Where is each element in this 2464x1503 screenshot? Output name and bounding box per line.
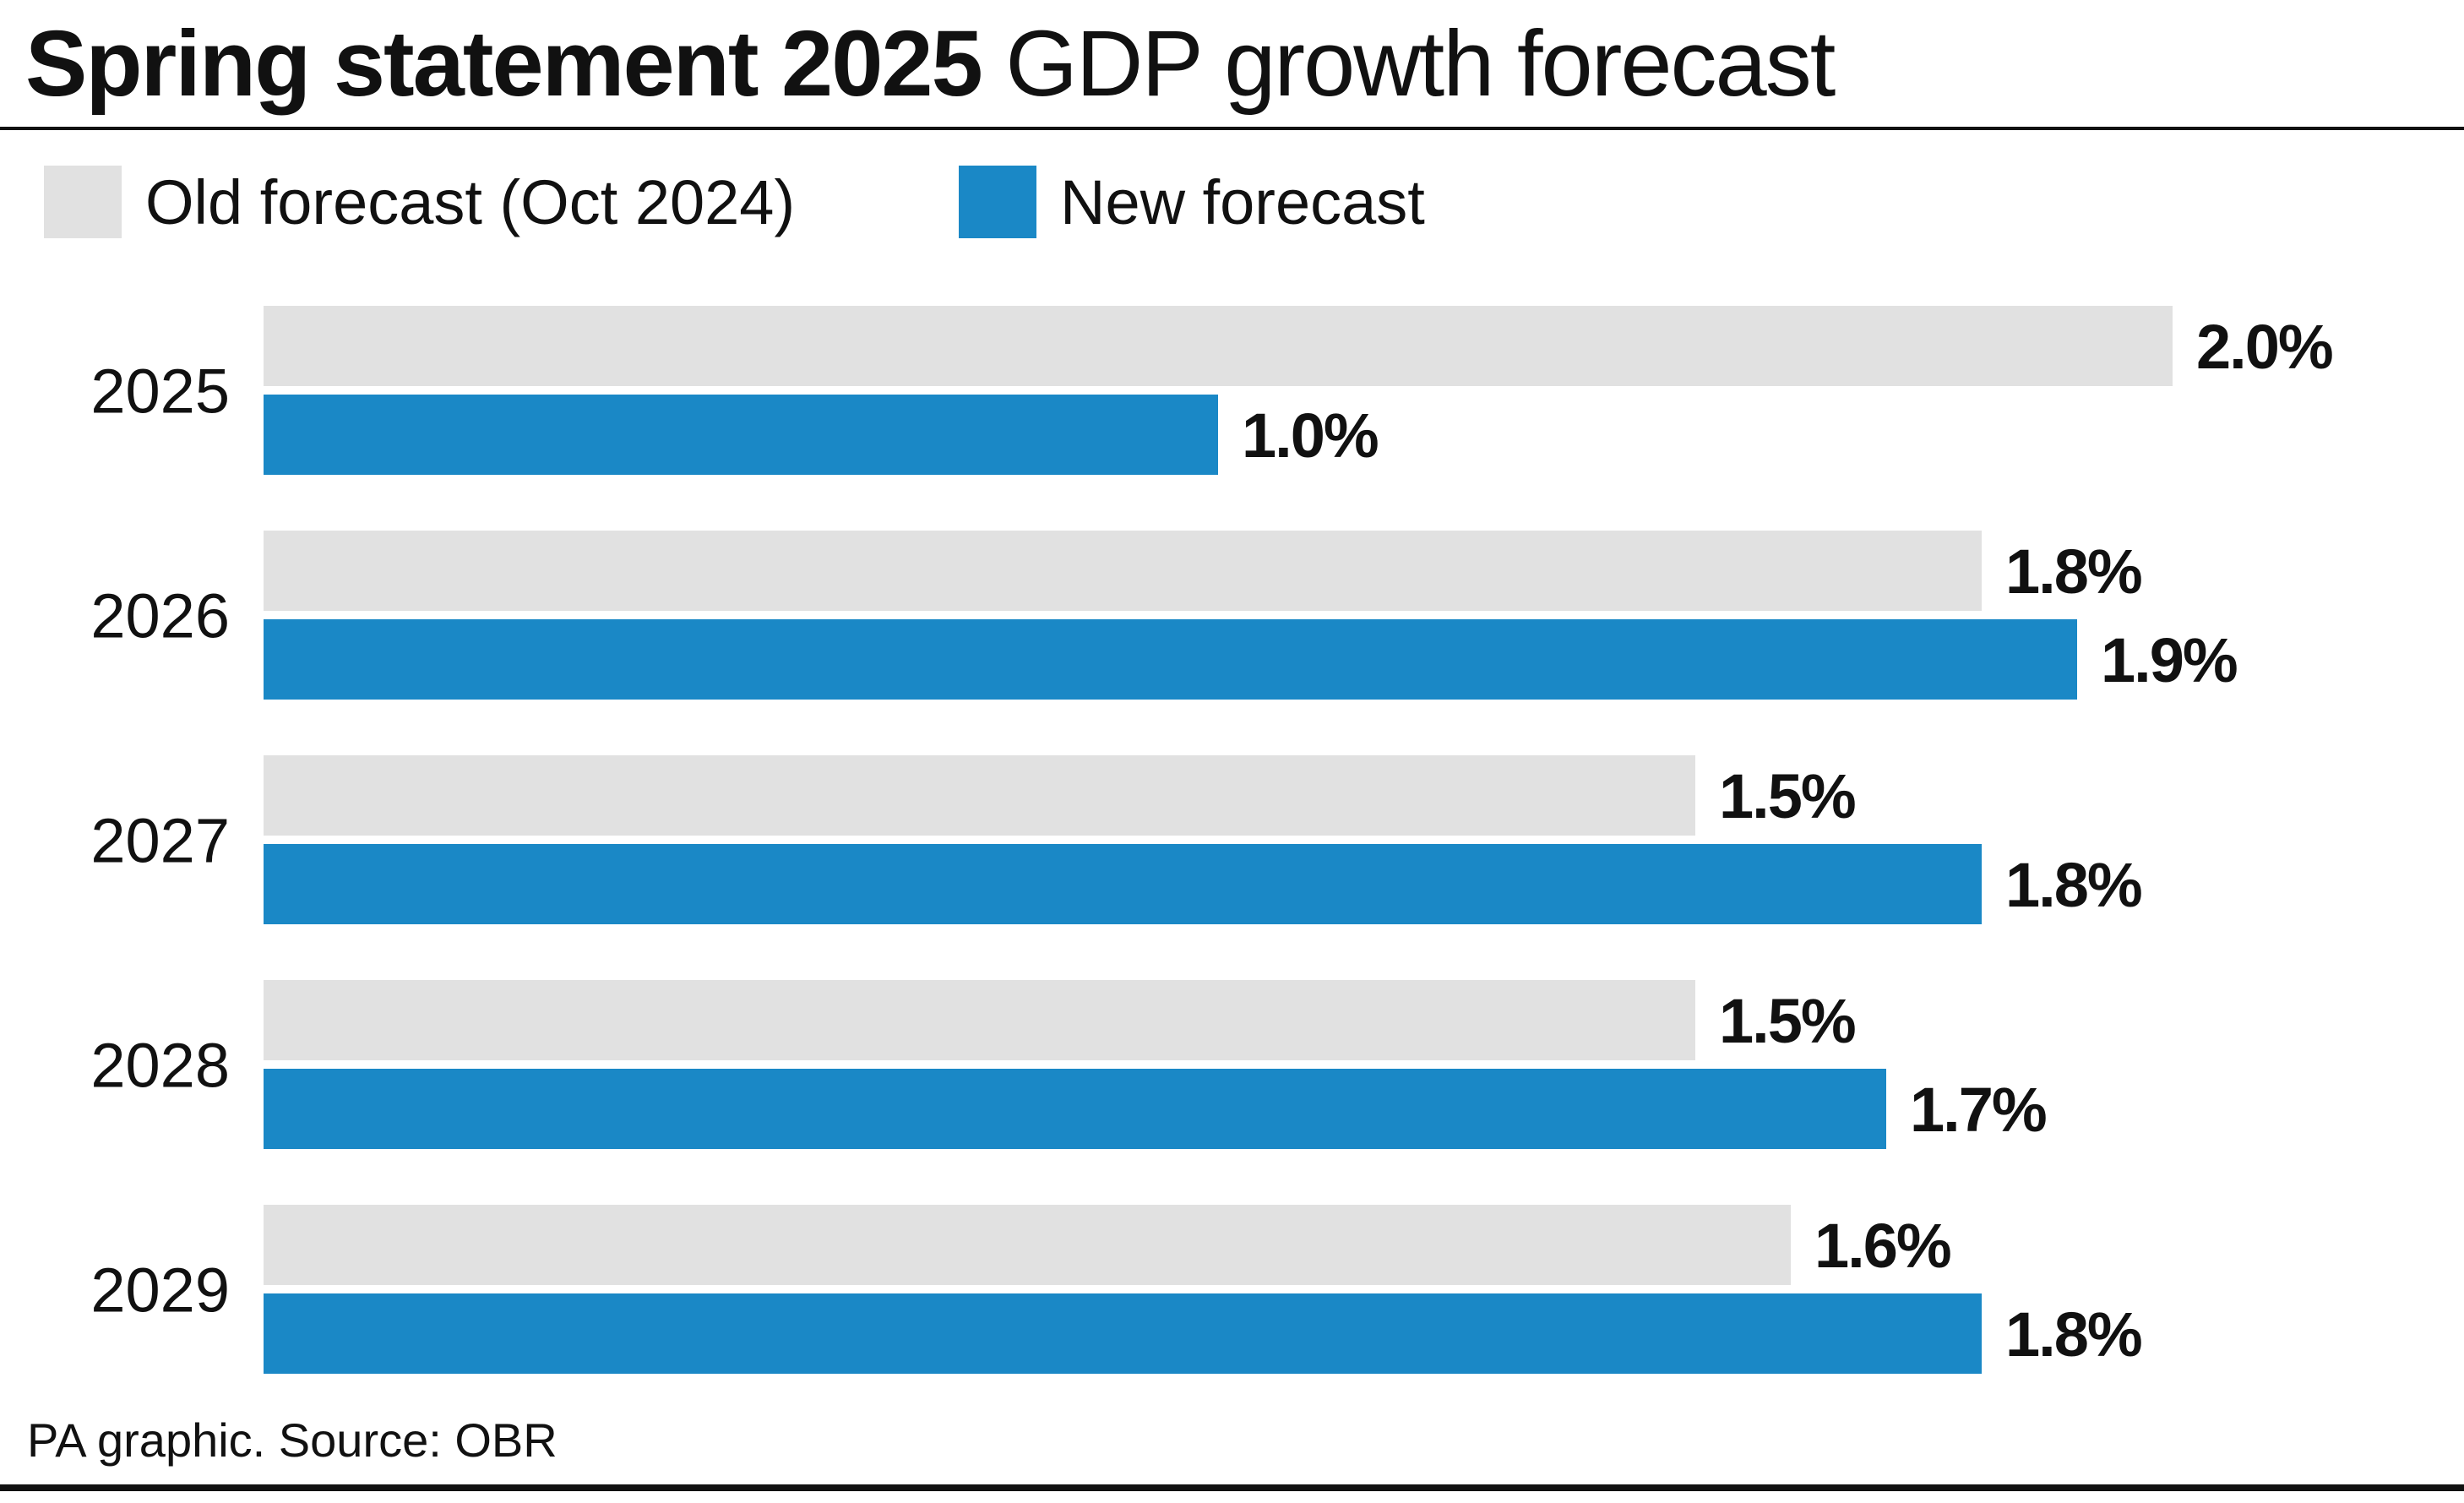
category-label-2027: 2027	[90, 806, 230, 876]
value-label-new-2027: 1.8%	[2005, 850, 2141, 920]
value-label-new-2028: 1.7%	[1910, 1075, 2046, 1145]
value-label-old-2027: 1.5%	[1719, 761, 1855, 831]
bar-old-2026	[264, 531, 1982, 611]
category-label-2026: 2026	[90, 581, 230, 651]
legend-swatch-old	[44, 166, 122, 238]
bar-new-2027	[264, 844, 1982, 924]
value-label-new-2029: 1.8%	[2005, 1299, 2141, 1370]
bar-new-2025	[264, 395, 1218, 475]
bar-new-2029	[264, 1293, 1982, 1374]
legend-label-new: New forecast	[1060, 166, 1425, 237]
value-label-new-2025: 1.0%	[1242, 400, 1378, 471]
legend-item-old: Old forecast (Oct 2024)	[44, 166, 795, 238]
bar-old-2028	[264, 980, 1695, 1060]
value-label-old-2029: 1.6%	[1814, 1211, 1950, 1281]
legend-swatch-new	[959, 166, 1036, 238]
bar-old-2027	[264, 755, 1695, 836]
category-label-2025: 2025	[90, 357, 230, 427]
chart-title-light: GDP growth forecast	[1005, 12, 1836, 116]
category-label-2028: 2028	[90, 1031, 230, 1101]
legend-item-new: New forecast	[959, 166, 1425, 238]
value-label-new-2026: 1.9%	[2101, 625, 2237, 695]
bottom-rule	[0, 1484, 2464, 1491]
chart-title-bold: Spring statement 2025	[25, 12, 983, 116]
bar-old-2029	[264, 1205, 1791, 1285]
bar-old-2025	[264, 306, 2173, 386]
bar-new-2026	[264, 619, 2077, 700]
top-rule	[0, 127, 2464, 130]
value-label-old-2025: 2.0%	[2196, 312, 2332, 382]
chart-title: Spring statement 2025 GDP growth forecas…	[25, 5, 1836, 123]
source-note: PA graphic. Source: OBR	[27, 1413, 558, 1467]
category-label-2029: 2029	[90, 1255, 230, 1326]
legend-label-old: Old forecast (Oct 2024)	[145, 166, 796, 237]
bar-new-2028	[264, 1069, 1886, 1149]
value-label-old-2026: 1.8%	[2005, 536, 2141, 607]
value-label-old-2028: 1.5%	[1719, 986, 1855, 1056]
